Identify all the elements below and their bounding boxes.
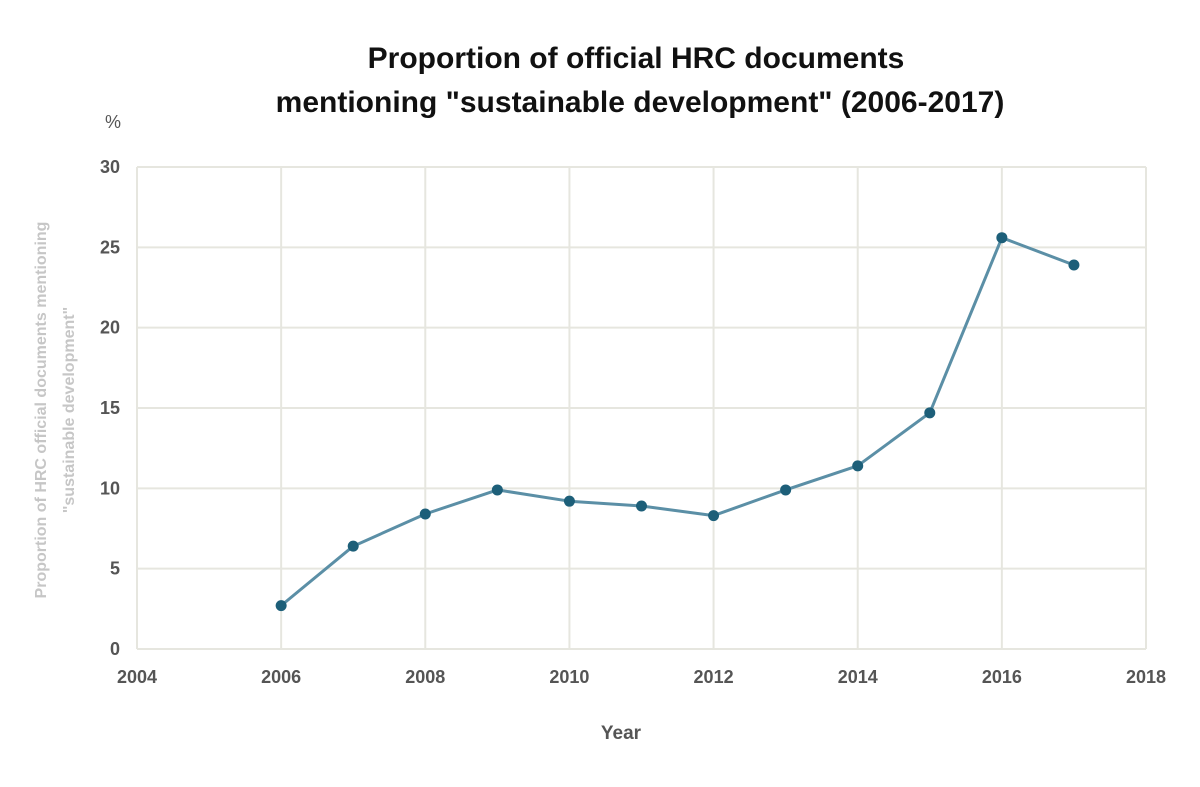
chart-title-line-1: Proportion of official HRC documents <box>368 42 905 75</box>
data-point-2010 <box>563 495 575 507</box>
y-tick-label: 15 <box>100 398 120 418</box>
x-tick-label: 2018 <box>1126 667 1166 687</box>
y-axis-title-line-2: "sustainable development" <box>61 307 78 513</box>
y-tick-label: 25 <box>100 237 120 257</box>
x-tick-label: 2010 <box>549 667 589 687</box>
x-tick-label: 2016 <box>982 667 1022 687</box>
x-tick-label: 2006 <box>261 667 301 687</box>
x-tick-label: 2004 <box>117 667 157 687</box>
data-point-2006 <box>275 600 287 612</box>
y-unit-label: % <box>105 112 121 132</box>
y-tick-label: 30 <box>100 157 120 177</box>
data-point-2014 <box>852 460 864 472</box>
x-axis-title: Year <box>601 723 642 744</box>
data-point-2017 <box>1068 259 1080 271</box>
series <box>275 232 1080 612</box>
y-axis-title: Proportion of HRC official documents men… <box>33 222 78 599</box>
grid <box>136 166 1147 650</box>
y-axis-title-line-1: Proportion of HRC official documents men… <box>33 222 50 599</box>
data-point-2009 <box>491 484 503 496</box>
x-tick-label: 2008 <box>405 667 445 687</box>
data-point-2012 <box>708 510 720 522</box>
series-line <box>280 236 1075 607</box>
data-point-2008 <box>419 508 431 520</box>
axis-ticks: 0 5 10 15 20 25 30 2004 2006 2008 2010 2012 2014 2016… <box>100 157 1166 687</box>
data-point-2011 <box>636 500 647 512</box>
y-tick-label: 5 <box>110 559 120 579</box>
y-tick-label: 0 <box>110 639 120 659</box>
data-point-2013 <box>780 484 792 496</box>
data-point-2015 <box>924 407 936 419</box>
x-tick-label: 2014 <box>838 667 878 687</box>
data-point-2016 <box>996 232 1008 244</box>
y-tick-label: 10 <box>100 478 120 498</box>
y-tick-label: 20 <box>100 318 120 338</box>
chart-title-line-2: mentioning "sustainable development" (20… <box>276 86 1005 119</box>
x-tick-label: 2012 <box>694 667 734 687</box>
data-point-2007 <box>347 540 359 552</box>
